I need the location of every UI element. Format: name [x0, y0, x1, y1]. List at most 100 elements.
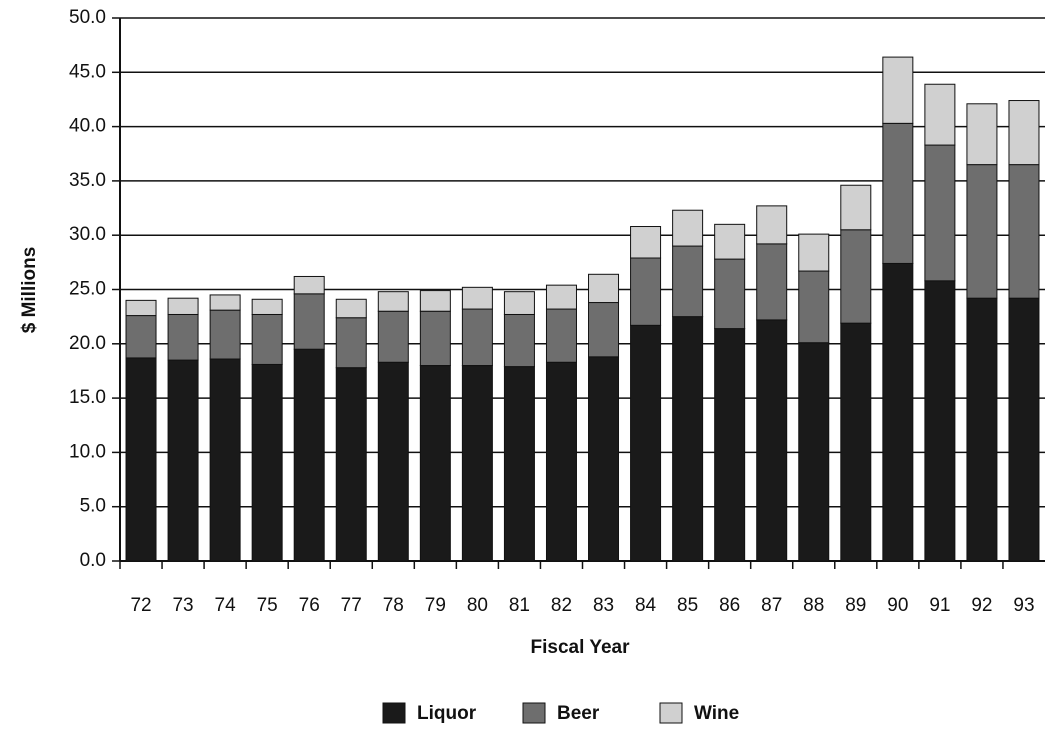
bar-segment [419, 310, 451, 367]
bar-segment [966, 297, 998, 562]
bar-segment [461, 365, 493, 562]
x-tick-label: 89 [845, 595, 866, 616]
bar-segment [419, 290, 451, 312]
bar-segment [756, 205, 788, 245]
bar-segment [1008, 297, 1040, 562]
bar-segment [882, 56, 914, 124]
bar-segment [251, 313, 283, 365]
y-tick-label: 30.0 [69, 224, 106, 245]
y-tick-label: 40.0 [69, 116, 106, 137]
bar-segment [125, 299, 157, 317]
bar-segment [672, 245, 704, 318]
bar-segment [377, 361, 409, 562]
bar-segment [377, 310, 409, 363]
y-tick-label: 5.0 [80, 496, 106, 517]
bar-segment [924, 280, 956, 562]
x-tick-label: 75 [257, 595, 278, 616]
legend-swatch [382, 702, 406, 724]
y-tick-label: 50.0 [69, 7, 106, 28]
bar-segment [714, 223, 746, 260]
bar-segment [714, 328, 746, 562]
x-tick-label: 87 [761, 595, 782, 616]
bar-segment [167, 297, 199, 315]
x-tick-label: 85 [677, 595, 698, 616]
bar-segment [588, 356, 620, 562]
bar-segment [588, 273, 620, 304]
bar-segment [293, 348, 325, 562]
bar-segment [966, 103, 998, 166]
bar-segment [798, 270, 830, 344]
x-tick-label: 91 [929, 595, 950, 616]
bar-segment [335, 298, 367, 319]
bar-segment [293, 293, 325, 350]
x-tick-label: 80 [467, 595, 488, 616]
bar-segment [1008, 100, 1040, 166]
legend-label: Liquor [417, 703, 477, 724]
bar-segment [545, 284, 577, 310]
bar-segment [840, 184, 872, 231]
legend-label: Beer [557, 703, 600, 724]
bar-segment [966, 164, 998, 299]
bar-segment [251, 298, 283, 315]
x-tick-label: 77 [341, 595, 362, 616]
y-axis-title: $ Millions [19, 247, 40, 334]
bar-segment [461, 286, 493, 310]
x-tick-label: 76 [299, 595, 320, 616]
bar-segment [209, 294, 241, 311]
y-tick-label: 25.0 [69, 279, 106, 300]
bar-segment [293, 275, 325, 295]
x-tick-label: 83 [593, 595, 614, 616]
y-tick-label: 45.0 [69, 61, 106, 82]
bar-segment [125, 315, 157, 359]
bar-segment [503, 313, 535, 368]
bar-segment [167, 313, 199, 361]
bar-segment [503, 366, 535, 562]
bar-segment [588, 302, 620, 358]
y-tick-label: 0.0 [80, 550, 106, 571]
bar-segment [335, 367, 367, 562]
x-tick-label: 92 [971, 595, 992, 616]
legend-swatch [659, 702, 683, 724]
bar-segment [377, 291, 409, 312]
x-tick-label: 88 [803, 595, 824, 616]
bar-segment [756, 243, 788, 321]
bar-segment [840, 229, 872, 324]
y-tick-label: 15.0 [69, 387, 106, 408]
bar-segment [756, 319, 788, 562]
bar-segment [798, 233, 830, 272]
y-tick-label: 10.0 [69, 441, 106, 462]
bar-segment [251, 363, 283, 562]
x-tick-label: 93 [1013, 595, 1034, 616]
bar-segment [924, 144, 956, 282]
x-tick-label: 73 [172, 595, 193, 616]
bar-segment [798, 342, 830, 562]
x-tick-label: 90 [887, 595, 908, 616]
bar-segment [630, 226, 662, 259]
bar-segment [209, 358, 241, 562]
bar-segment [882, 262, 914, 562]
bar-segment [419, 365, 451, 562]
legend-label: Wine [694, 703, 739, 724]
bar-segment [461, 308, 493, 367]
x-tick-label: 81 [509, 595, 530, 616]
bar-segment [503, 291, 535, 315]
bar-segment [167, 359, 199, 562]
bar-segment [924, 83, 956, 146]
bar-segment [125, 357, 157, 562]
x-tick-label: 74 [215, 595, 237, 616]
bar-segment [1008, 164, 1040, 299]
x-tick-label: 72 [130, 595, 151, 616]
x-tick-label: 82 [551, 595, 572, 616]
x-tick-label: 86 [719, 595, 740, 616]
bar-segment [209, 309, 241, 360]
bar-segment [335, 317, 367, 369]
bar-segment [545, 308, 577, 363]
bar-segment [840, 322, 872, 562]
y-tick-label: 20.0 [69, 333, 106, 354]
bar-segment [882, 122, 914, 264]
bar-segment [672, 316, 704, 562]
bar-segment [672, 209, 704, 247]
bar-segment [630, 324, 662, 562]
bar-segment [545, 361, 577, 562]
